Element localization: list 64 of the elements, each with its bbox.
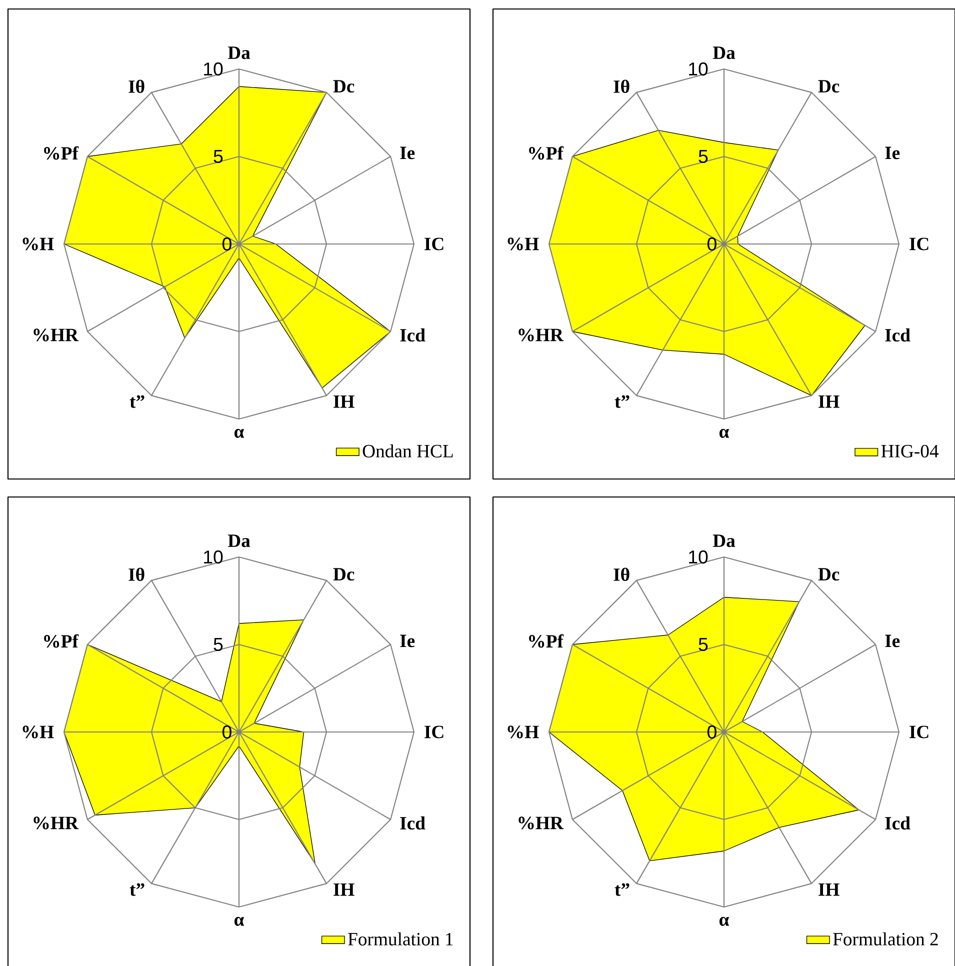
spoke-label: %HR bbox=[518, 816, 564, 830]
spoke-label: t” bbox=[614, 883, 630, 896]
spoke-label: α bbox=[719, 916, 730, 926]
spoke-label: Dc bbox=[818, 568, 840, 581]
spoke-label: IC bbox=[424, 238, 444, 250]
y-tick-label: 0 bbox=[222, 725, 232, 739]
y-tick-label: 10 bbox=[689, 550, 708, 564]
spoke-label: Icd bbox=[400, 816, 426, 830]
y-tick-label: 5 bbox=[698, 638, 708, 652]
spoke-label: %HR bbox=[34, 328, 79, 342]
y-tick-label: 10 bbox=[204, 550, 223, 564]
spoke-label: Dc bbox=[818, 80, 840, 93]
spoke-label: t” bbox=[130, 395, 144, 408]
legend-label: Formulation 2 bbox=[833, 932, 938, 946]
spoke-label: %Pf bbox=[44, 146, 79, 160]
spoke-label: α bbox=[234, 916, 244, 926]
spoke-label: Icd bbox=[885, 328, 910, 342]
spoke-label: IH bbox=[334, 395, 354, 408]
spoke-label: %Pf bbox=[44, 634, 79, 648]
legend-label: HIG-04 bbox=[881, 444, 939, 458]
spoke-label: %H bbox=[22, 726, 54, 738]
spoke-label: Ie bbox=[885, 146, 900, 160]
spoke-label: %H bbox=[22, 238, 54, 250]
spoke-label: Ie bbox=[885, 634, 900, 648]
spoke-label: %HR bbox=[34, 816, 79, 830]
spoke-label: t” bbox=[614, 395, 630, 408]
spoke-label: Ie bbox=[400, 146, 415, 160]
spoke-label: Iθ bbox=[614, 568, 630, 581]
spoke-label: Dc bbox=[333, 568, 354, 581]
spoke-label: Da bbox=[228, 534, 250, 548]
spoke-label: %Pf bbox=[529, 634, 564, 648]
spoke-label: Icd bbox=[885, 816, 910, 830]
y-tick-label: 5 bbox=[698, 150, 708, 164]
spoke-label: Da bbox=[228, 46, 250, 60]
y-tick-label: 10 bbox=[689, 62, 708, 76]
y-tick-label: 5 bbox=[214, 150, 223, 164]
spoke-label: Ie bbox=[400, 634, 415, 648]
spoke-label: Iθ bbox=[614, 80, 630, 93]
y-tick-label: 0 bbox=[222, 237, 232, 251]
legend-label: Formulation 1 bbox=[348, 932, 453, 946]
spoke-label: t” bbox=[130, 883, 144, 896]
spoke-label: α bbox=[234, 428, 244, 438]
spoke-label: Icd bbox=[400, 328, 426, 342]
y-tick-label: 5 bbox=[214, 638, 223, 652]
spoke-label: IH bbox=[818, 395, 840, 408]
legend-label: Ondan HCL bbox=[362, 444, 453, 458]
spoke-label: α bbox=[719, 428, 730, 438]
spoke-label: Da bbox=[712, 46, 736, 60]
spoke-label: Da bbox=[712, 534, 736, 548]
spoke-label: %Pf bbox=[529, 146, 564, 160]
y-tick-label: 10 bbox=[204, 62, 223, 76]
y-tick-label: 0 bbox=[708, 237, 716, 251]
spoke-label: IH bbox=[334, 883, 354, 896]
spoke-label: IC bbox=[910, 238, 928, 250]
spoke-label: IH bbox=[818, 883, 840, 896]
spoke-label: %H bbox=[508, 238, 539, 250]
spoke-label: Iθ bbox=[128, 80, 144, 93]
y-tick-label: 0 bbox=[708, 725, 716, 739]
spoke-label: Dc bbox=[333, 80, 354, 93]
spoke-label: Iθ bbox=[128, 568, 144, 581]
spoke-label: IC bbox=[910, 726, 928, 738]
spoke-label: %H bbox=[508, 726, 539, 738]
spoke-label: IC bbox=[424, 726, 444, 738]
spoke-label: %HR bbox=[518, 328, 564, 342]
